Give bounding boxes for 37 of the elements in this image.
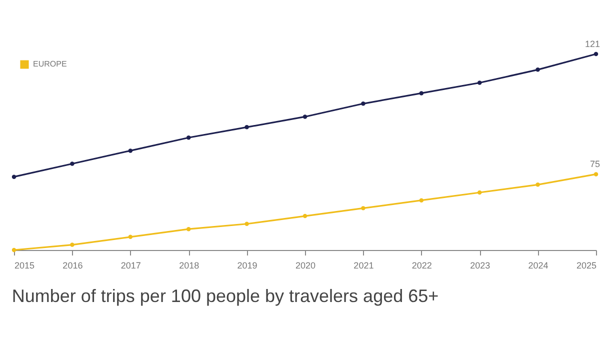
- point: [186, 136, 191, 140]
- point: [594, 172, 598, 176]
- x-tick-label: 2016: [62, 260, 83, 270]
- point: [70, 242, 74, 247]
- point: [244, 222, 249, 226]
- point: [244, 125, 249, 130]
- point: [594, 52, 598, 56]
- x-tick-label: 2018: [179, 260, 200, 270]
- x-tick-label: 2023: [470, 260, 490, 270]
- point: [536, 182, 540, 187]
- x-tick-label: 2015: [14, 260, 35, 270]
- x-tick-label: 2020: [295, 260, 316, 270]
- point: [536, 68, 540, 72]
- point: [361, 102, 366, 106]
- point: [128, 148, 133, 153]
- point: [419, 91, 424, 96]
- data-label: 121: [584, 39, 600, 49]
- point: [361, 206, 366, 210]
- text: Number of trips per 100 people by travelers aged 65+: [12, 286, 439, 306]
- data-label: 75: [590, 159, 600, 170]
- x-tick-label: 2019: [237, 260, 258, 270]
- x-tick-label: 2017: [120, 260, 141, 270]
- x-tick-label: 2022: [412, 260, 432, 270]
- point: [12, 174, 16, 179]
- point: [186, 226, 191, 232]
- legend-label: EUROPE: [33, 60, 67, 68]
- point: [302, 114, 308, 119]
- point: [12, 248, 16, 252]
- point: [419, 198, 424, 202]
- point: [477, 80, 482, 85]
- x-tick-label: 2025: [576, 260, 596, 270]
- point: [128, 234, 133, 240]
- x-tick-label: 2021: [354, 260, 374, 270]
- x-tick-label: 2024: [528, 260, 548, 270]
- point: [477, 190, 482, 195]
- point: [302, 214, 308, 218]
- point: [70, 162, 74, 166]
